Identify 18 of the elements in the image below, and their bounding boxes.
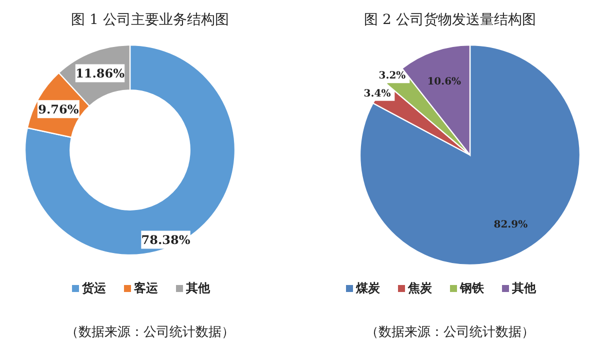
text: （数据来源：公司统计数据） bbox=[66, 325, 234, 340]
legend-label: 货运 bbox=[81, 281, 107, 295]
data-label: 3.4% bbox=[364, 88, 392, 100]
legend-label: 钢铁 bbox=[459, 281, 485, 295]
data-label: 10.6% bbox=[427, 76, 462, 88]
legend-label: 其他 bbox=[185, 281, 211, 295]
legend-label: 客运 bbox=[133, 281, 159, 295]
data-label: 11.86% bbox=[76, 66, 126, 81]
data-label: 3.2% bbox=[378, 70, 406, 82]
data-label: 78.38% bbox=[141, 233, 191, 248]
chart-title: 图 1 公司主要业务结构图 bbox=[71, 12, 229, 28]
text: （数据来源：公司统计数据） bbox=[366, 325, 534, 340]
data-label: 82.9% bbox=[494, 219, 528, 230]
data-label: 9.76% bbox=[38, 102, 80, 117]
legend-label: 焦炭 bbox=[407, 281, 433, 295]
legend-label: 其他 bbox=[511, 281, 537, 295]
legend-label: 煤炭 bbox=[355, 281, 381, 295]
chart-title: 图 2 公司货物发送量结构图 bbox=[364, 12, 536, 28]
